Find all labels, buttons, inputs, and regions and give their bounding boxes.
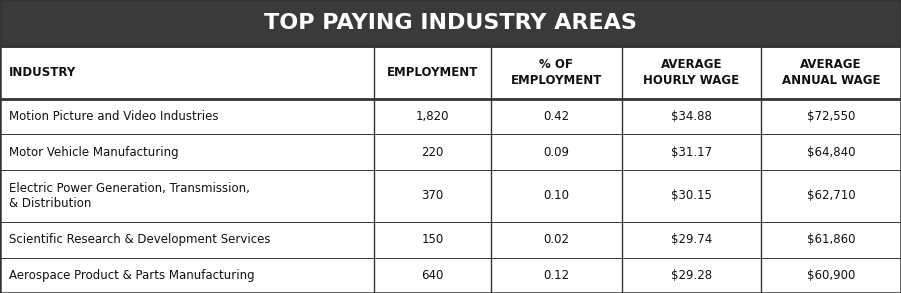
Bar (0, 0, 901, 47)
Text: $31.17: $31.17 (671, 146, 712, 159)
Text: INDUSTRY: INDUSTRY (9, 66, 77, 79)
Text: $60,900: $60,900 (807, 269, 855, 282)
Text: 1,820: 1,820 (415, 110, 450, 123)
Bar (0, 47, 901, 293)
Text: 0.10: 0.10 (543, 190, 569, 202)
Text: Motor Vehicle Manufacturing: Motor Vehicle Manufacturing (9, 146, 178, 159)
Text: AVERAGE
ANNUAL WAGE: AVERAGE ANNUAL WAGE (782, 59, 880, 87)
Text: $29.74: $29.74 (671, 234, 712, 246)
Bar (0, 47, 901, 293)
Text: 0.12: 0.12 (543, 269, 569, 282)
Bar (0, 0, 901, 47)
Text: AVERAGE
HOURLY WAGE: AVERAGE HOURLY WAGE (643, 59, 740, 87)
Text: 0.02: 0.02 (543, 234, 569, 246)
Text: $64,840: $64,840 (807, 146, 855, 159)
Text: $34.88: $34.88 (671, 110, 712, 123)
Bar (0, 47, 901, 99)
Text: % OF
EMPLOYMENT: % OF EMPLOYMENT (511, 59, 602, 87)
Text: $29.28: $29.28 (671, 269, 712, 282)
Text: 370: 370 (422, 190, 443, 202)
Text: Scientific Research & Development Services: Scientific Research & Development Servic… (9, 234, 270, 246)
Text: $62,710: $62,710 (807, 190, 855, 202)
Text: 640: 640 (422, 269, 443, 282)
Text: $72,550: $72,550 (807, 110, 855, 123)
Text: 0.09: 0.09 (543, 146, 569, 159)
Text: 150: 150 (422, 234, 443, 246)
Text: Motion Picture and Video Industries: Motion Picture and Video Industries (9, 110, 219, 123)
Text: 0.42: 0.42 (543, 110, 569, 123)
Text: TOP PAYING INDUSTRY AREAS: TOP PAYING INDUSTRY AREAS (264, 13, 637, 33)
Text: $61,860: $61,860 (807, 234, 855, 246)
Text: Aerospace Product & Parts Manufacturing: Aerospace Product & Parts Manufacturing (9, 269, 255, 282)
Text: $30.15: $30.15 (671, 190, 712, 202)
Text: EMPLOYMENT: EMPLOYMENT (387, 66, 478, 79)
Text: Electric Power Generation, Transmission,
& Distribution: Electric Power Generation, Transmission,… (9, 182, 250, 210)
Text: 220: 220 (422, 146, 443, 159)
